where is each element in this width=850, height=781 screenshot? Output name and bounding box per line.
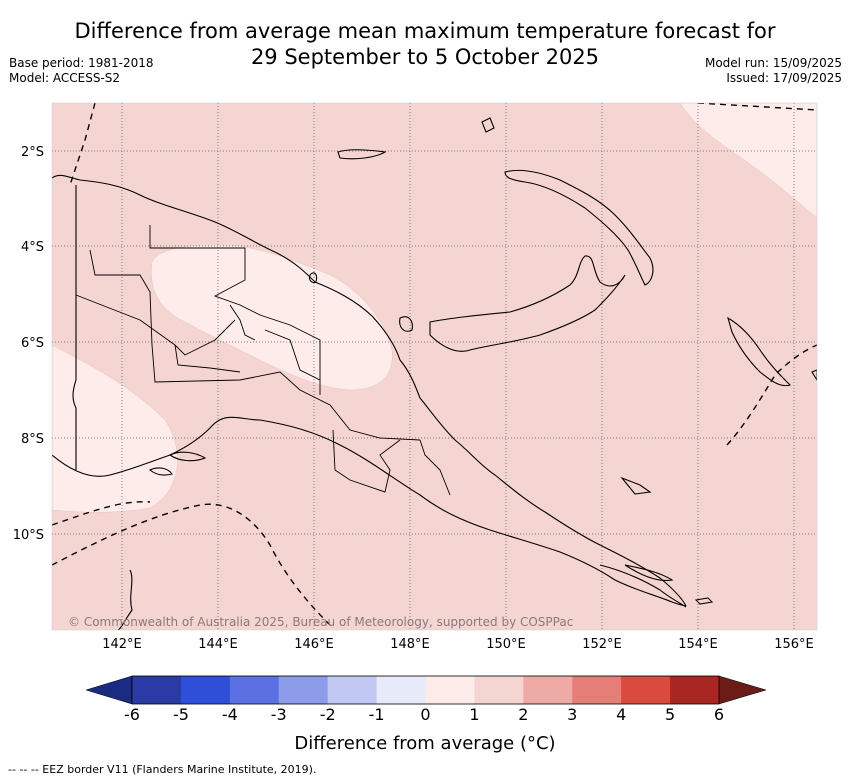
lat-tick-label: 2°S: [21, 145, 44, 160]
latitude-tick-labels: 2°S 4°S 6°S 8°S 10°S: [13, 145, 44, 543]
anomaly-fill-highlands: [151, 244, 393, 391]
colorbar-tick-label: -4: [222, 705, 238, 724]
colorbar-swatch: [327, 676, 378, 704]
colorbar-swatch: [229, 676, 280, 704]
lon-tick-label: 150°E: [486, 637, 526, 652]
colorbar-swatch: [621, 676, 671, 704]
colorbar-swatches: [132, 676, 720, 704]
lat-tick-label: 10°S: [13, 528, 44, 543]
lon-tick-label: 142°E: [102, 637, 142, 652]
lon-tick-label: 152°E: [582, 637, 622, 652]
colorbar-swatch: [474, 676, 524, 704]
model-name: Model: ACCESS-S2: [9, 71, 121, 85]
eez-borders: [52, 103, 817, 626]
lat-tick-label: 8°S: [21, 432, 44, 447]
lon-tick-label: 146°E: [294, 637, 334, 652]
colorbar-swatch: [425, 676, 475, 704]
colorbar-tick-label: 1: [469, 705, 479, 724]
anomaly-fill-southwest: [52, 344, 178, 513]
lon-tick-label: 156°E: [774, 637, 814, 652]
lon-tick-label: 154°E: [678, 637, 718, 652]
longitude-tick-labels: 142°E 144°E 146°E 148°E 150°E 152°E 154°E 156°E: [102, 637, 814, 652]
title-line-1: Difference from average mean maximum tem…: [74, 19, 776, 43]
colorbar-tick-label: -6: [124, 705, 140, 724]
colorbar-labels: -6 -5 -4 -3 -2 -1 0 1 2 3 4 5 6: [124, 705, 724, 724]
colorbar-tick-label: 3: [567, 705, 577, 724]
metadata-right: Model run: 15/09/2025 Issued: 17/09/2025: [705, 56, 842, 86]
metadata-left: Base period: 1981-2018 Model: ACCESS-S2: [9, 56, 154, 86]
colorbar-under-arrow: [85, 675, 133, 705]
issue-date: Issued: 17/09/2025: [726, 71, 842, 85]
lon-tick-label: 144°E: [198, 637, 238, 652]
coastlines: [52, 117, 817, 630]
lat-tick-label: 4°S: [21, 240, 44, 255]
colorbar-swatch: [376, 676, 426, 704]
colorbar-title: Difference from average (°C): [294, 733, 555, 754]
map-frame: [51, 102, 818, 631]
colorbar-tick-label: 2: [518, 705, 528, 724]
colorbar-tick-label: 6: [714, 705, 724, 724]
colorbar-swatch: [132, 676, 182, 704]
anomaly-fill-main: [52, 103, 817, 630]
model-run: Model run: 15/09/2025: [704, 56, 842, 70]
graticule: [52, 103, 817, 630]
map-title: Difference from average mean maximum tem…: [0, 18, 850, 70]
colorbar: -6 -5 -4 -3 -2 -1 0 1 2 3 4 5 6 Difference from aver…: [85, 675, 767, 754]
lon-tick-label: 148°E: [390, 637, 430, 652]
colorbar-outline: [131, 675, 720, 705]
colorbar-tick-label: -2: [320, 705, 336, 724]
colorbar-swatch: [278, 676, 329, 704]
title-line-2: 29 September to 5 October 2025: [250, 45, 600, 69]
base-period: Base period: 1981-2018: [9, 56, 154, 70]
colorbar-tick-label: 4: [616, 705, 626, 724]
colorbar-swatch: [572, 676, 622, 704]
colorbar-over-arrow: [718, 675, 767, 705]
lat-tick-label: 6°S: [21, 336, 44, 351]
colorbar-tick-label: 0: [420, 705, 430, 724]
colorbar-swatch: [670, 676, 720, 704]
province-borders: [75, 225, 451, 496]
colorbar-swatch: [523, 676, 573, 704]
colorbar-tick-label: -1: [369, 705, 385, 724]
colorbar-tick-label: -3: [271, 705, 287, 724]
colorbar-tick-label: -5: [173, 705, 189, 724]
anomaly-fill-northeast: [679, 103, 817, 219]
colorbar-swatch: [180, 676, 231, 704]
copyright-notice: © Commonwealth of Australia 2025, Bureau…: [68, 615, 573, 629]
eez-footnote: -- -- -- EEZ border V11 (Flanders Marine…: [8, 763, 317, 776]
colorbar-tick-label: 5: [665, 705, 675, 724]
